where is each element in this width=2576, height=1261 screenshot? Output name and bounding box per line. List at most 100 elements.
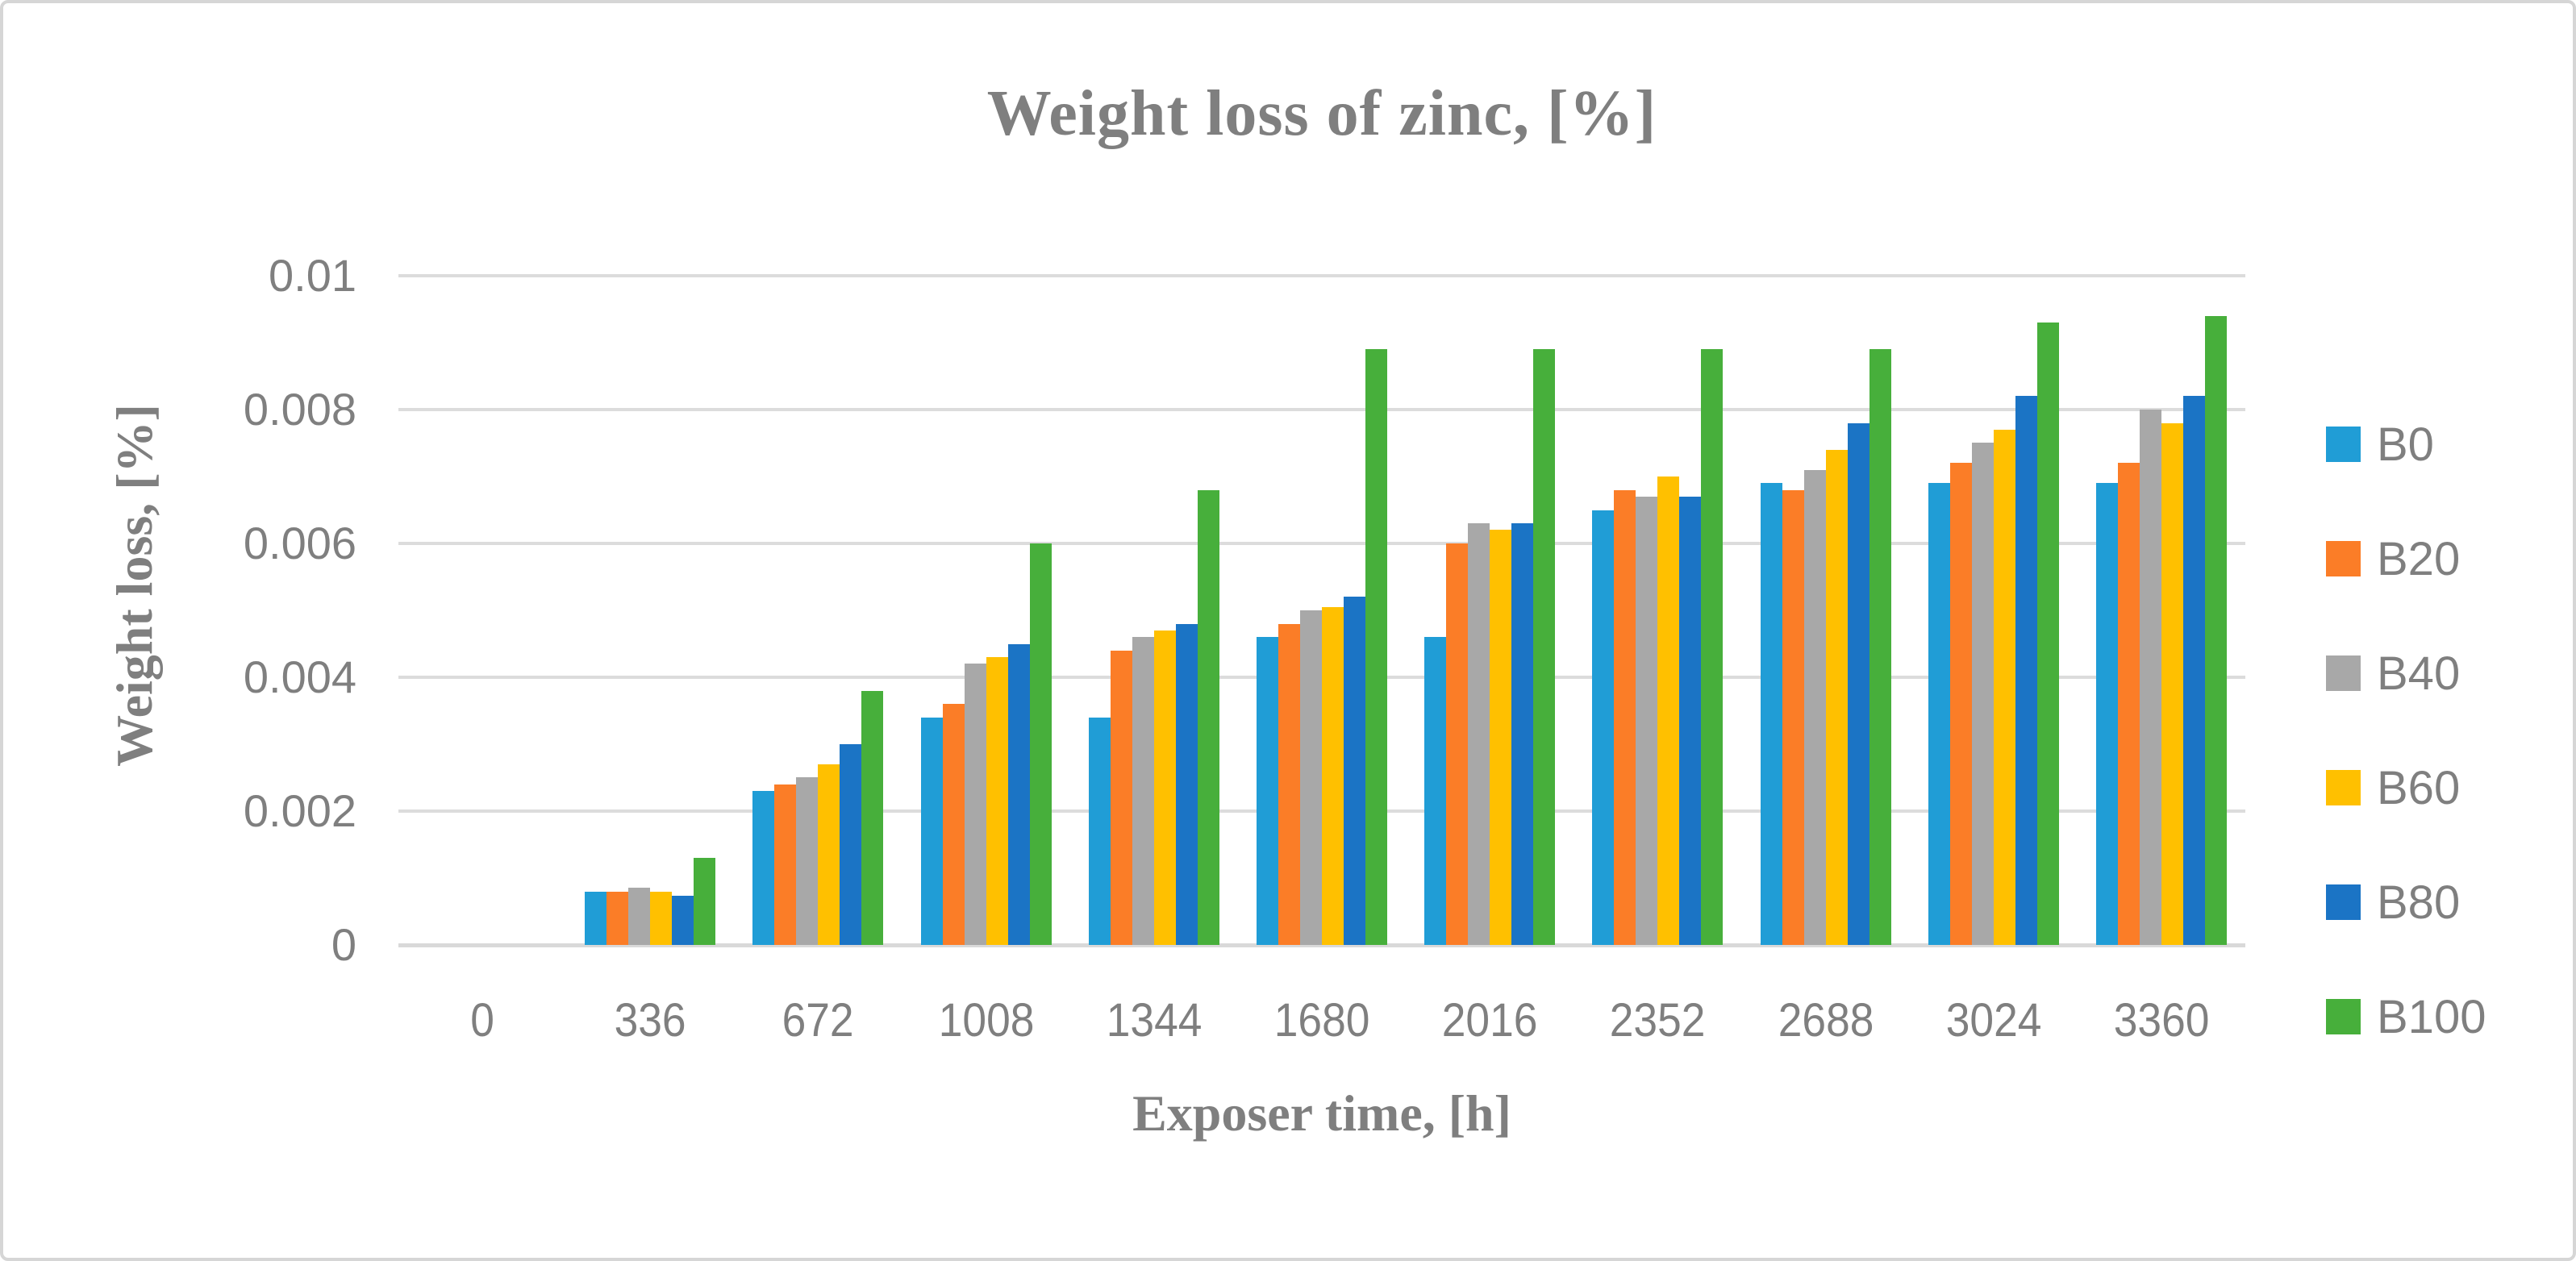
bar-B60-2352 [1657,477,1680,945]
gridline [398,274,2245,277]
bar-B40-1008 [964,664,986,945]
legend-swatch-B40 [2326,655,2361,691]
bar-B60-2688 [1825,450,1848,945]
bar-B60-1344 [1153,630,1176,945]
legend-item-B60: B60 [2326,762,2486,814]
bar-group-3360 [2078,276,2245,945]
bar-group-2688 [1742,276,1910,945]
x-tick-label-2688: 2688 [1778,994,1874,1047]
bar-B20-2688 [1782,490,1804,945]
bar-B100-2352 [1701,349,1724,945]
x-axis-tick-labels: 0 336 672 1008 1344 1680 2016 2352 2688 3024 3360 [398,993,2245,1047]
x-axis-line [398,943,2245,947]
bar-B60-336 [650,892,673,945]
bar-B100-2688 [1869,349,1891,945]
bar-B100-1008 [1029,543,1052,945]
bar-B60-1008 [986,657,1008,945]
y-tick-label-0.006: 0.006 [243,518,356,568]
bar-B60-672 [818,764,840,945]
bar-B60-3024 [1993,430,2015,945]
bar-B60-2016 [1490,530,1512,945]
legend-label-B40: B40 [2377,647,2461,700]
bar-B80-2688 [1847,423,1869,945]
y-tick-label-0.004: 0.004 [243,651,356,702]
bar-groups [398,276,2245,945]
legend-label-B80: B80 [2377,876,2461,929]
bar-B0-2016 [1424,637,1447,945]
legend-swatch-B60 [2326,770,2361,805]
bar-B100-672 [861,691,884,945]
legend: B0 B20 B40 B60 B80 B100 [2326,418,2486,1043]
bar-B60-1680 [1322,607,1344,945]
x-tick-label-1344: 1344 [1106,994,1203,1047]
bar-B0-2352 [1592,510,1615,945]
bar-group-3024 [1910,276,2078,945]
y-tick-label-0.008: 0.008 [243,384,356,435]
bar-B0-1680 [1257,637,1279,945]
bar-group-1344 [1070,276,1238,945]
bar-B40-3360 [2139,410,2161,945]
bar-B80-1008 [1007,644,1030,945]
bar-B20-2352 [1614,490,1636,945]
bar-B20-3360 [2117,463,2140,945]
plot-area [398,274,2245,947]
bar-group-2016 [1406,276,1574,945]
bar-B40-1344 [1132,637,1154,945]
bar-B40-336 [628,888,651,945]
bar-B100-1344 [1197,490,1219,945]
bar-B100-1680 [1365,349,1388,945]
bar-B0-3360 [2095,483,2118,945]
bar-B40-3024 [1971,443,1994,945]
bar-B0-336 [585,892,607,945]
x-tick-label-0: 0 [470,994,494,1047]
x-tick-label-672: 672 [782,994,854,1047]
bar-group-2352 [1574,276,1741,945]
legend-label-B20: B20 [2377,532,2461,585]
bar-group-336 [566,276,734,945]
legend-item-B0: B0 [2326,418,2486,471]
bar-B20-2016 [1446,543,1469,945]
bar-B100-3024 [2036,323,2059,945]
bar-B80-1344 [1175,624,1198,945]
bar-B20-672 [774,784,797,945]
chart-title: Weight loss of zinc, [%] [986,78,1657,149]
bar-B100-336 [694,858,716,945]
bar-B20-1680 [1278,624,1301,945]
legend-label-B60: B60 [2377,761,2461,814]
bar-B40-1680 [1300,610,1323,945]
y-axis-title: Weight loss, [%] [106,404,163,767]
bar-B40-2352 [1636,497,1658,945]
bar-B80-3360 [2182,396,2205,945]
y-tick-label-0.01: 0.01 [269,250,356,301]
bar-B20-1008 [942,704,965,945]
bar-B0-1008 [920,718,943,945]
bar-B40-2688 [1803,470,1826,945]
bar-B20-336 [606,892,629,945]
bar-group-672 [734,276,902,945]
bar-B80-2016 [1511,523,1534,945]
legend-item-B20: B20 [2326,533,2486,585]
bar-B100-2016 [1533,349,1556,945]
bar-B80-1680 [1344,597,1366,945]
legend-label-B100: B100 [2377,990,2486,1043]
legend-label-B0: B0 [2377,418,2434,471]
x-tick-label-336: 336 [614,994,686,1047]
x-tick-label-1008: 1008 [938,994,1035,1047]
x-axis-title: Exposer time, [h] [1132,1084,1511,1142]
bar-B80-336 [672,896,694,945]
x-tick-label-2352: 2352 [1610,994,1706,1047]
y-tick-label-0.002: 0.002 [243,785,356,836]
x-tick-label-3024: 3024 [1945,994,2042,1047]
gridline [398,542,2245,545]
legend-item-B80: B80 [2326,876,2486,929]
bar-B20-3024 [1949,463,1972,945]
bar-B0-2688 [1760,483,1782,945]
x-tick-label-2016: 2016 [1441,994,1538,1047]
bar-group-1008 [902,276,1070,945]
bar-group-1680 [1238,276,1406,945]
bar-B100-3360 [2204,316,2227,945]
bar-group-0 [398,276,566,945]
legend-item-B40: B40 [2326,647,2486,700]
bar-B80-3024 [2015,396,2037,945]
